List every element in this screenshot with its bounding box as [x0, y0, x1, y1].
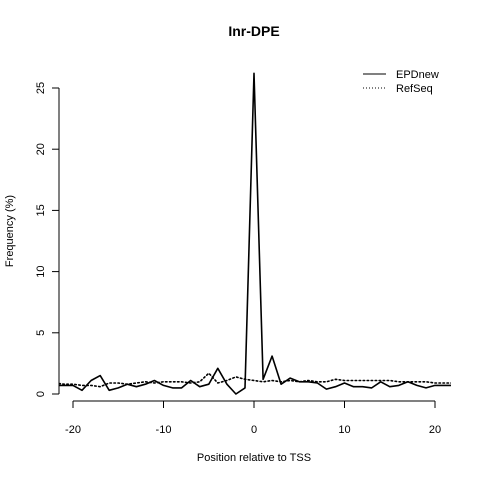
y-tick-label: 0 — [35, 391, 47, 397]
y-tick-label: 15 — [35, 204, 47, 216]
x-tick-label: -10 — [156, 424, 172, 436]
x-tick-label: -20 — [65, 424, 81, 436]
legend-label-epdnew: EPDnew — [396, 69, 439, 81]
x-axis-label: Position relative to TSS — [197, 452, 311, 464]
x-tick-label: 0 — [251, 424, 257, 436]
y-axis-label: Frequency (%) — [4, 195, 16, 267]
x-tick-label: 20 — [429, 424, 441, 436]
y-tick-label: 25 — [35, 82, 47, 94]
series-line-refseq — [59, 372, 451, 388]
chart-title: Inr-DPE — [228, 23, 279, 39]
plot-area — [59, 72, 451, 395]
y-tick-label: 20 — [35, 143, 47, 155]
x-tick-label: 10 — [338, 424, 350, 436]
y-axis: 0 5 10 15 20 25 — [35, 82, 60, 397]
y-tick-label: 5 — [35, 330, 47, 336]
x-axis: -20 -10 0 10 20 — [65, 400, 441, 436]
series-layer — [59, 72, 451, 395]
legend-label-refseq: RefSeq — [396, 83, 433, 95]
y-tick-label: 10 — [35, 265, 47, 277]
series-line-epdnew — [59, 72, 451, 395]
legend: EPDnew RefSeq — [363, 69, 439, 95]
